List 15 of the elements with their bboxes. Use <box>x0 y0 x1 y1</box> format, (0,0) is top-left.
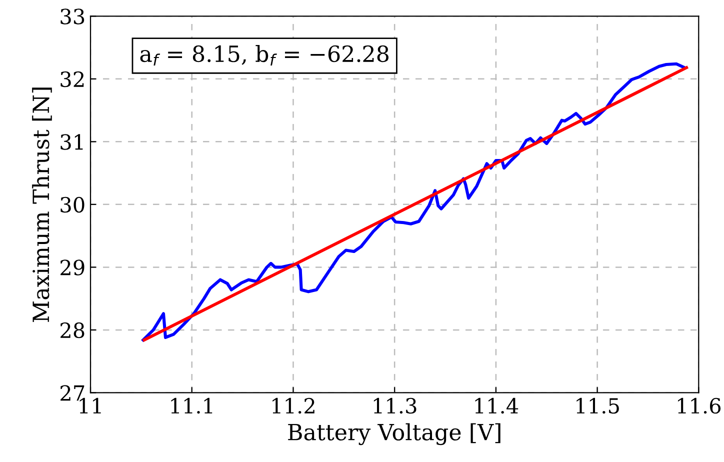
y-tick-label: 29 <box>60 260 84 276</box>
y-tick-label: 32 <box>60 71 84 88</box>
annotation: a$_{f}$ = 8.15, b$_{f}$ = −62.28 <box>140 44 388 66</box>
y-tick-label: 31 <box>60 134 83 150</box>
x-tick-label: 11.1 <box>171 398 212 414</box>
y-axis-title: Maximum Thrust [N] <box>32 88 52 322</box>
y-tick-label: 28 <box>60 322 84 338</box>
y-tick-label: 33 <box>60 8 84 24</box>
x-tick-label: 11.3 <box>374 398 416 414</box>
x-axis-title: Battery Voltage [V] <box>288 423 500 446</box>
x-tick-label: 11.4 <box>475 398 518 414</box>
x-tick-label: 11.6 <box>678 398 721 414</box>
x-tick-label: 11.2 <box>272 398 314 414</box>
x-tick-label: 11.5 <box>576 398 619 414</box>
y-tick-label: 30 <box>60 196 84 213</box>
